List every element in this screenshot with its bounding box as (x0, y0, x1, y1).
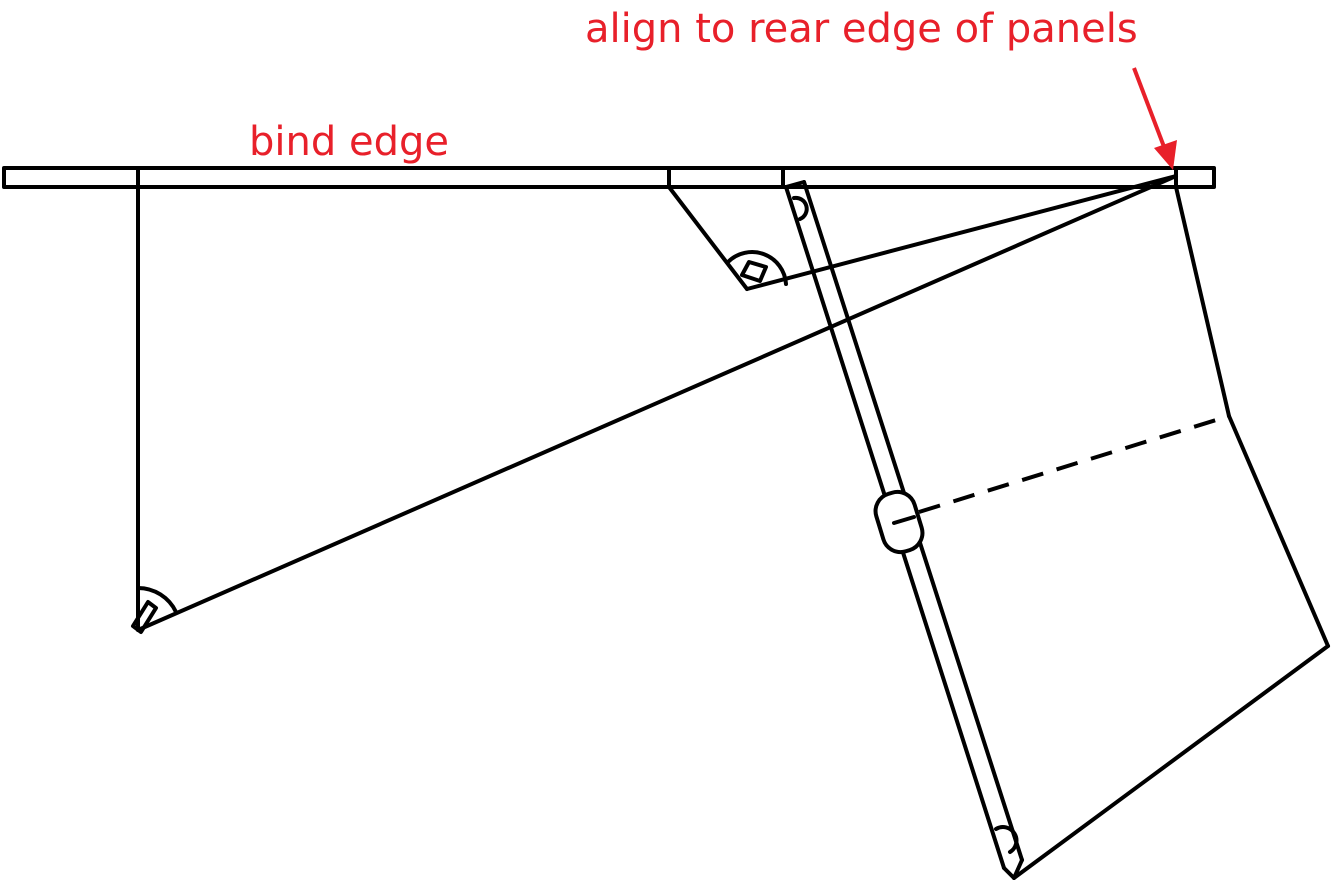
right-angle-arc-mid (726, 250, 788, 286)
panel-fold-dashed-line (918, 414, 1230, 514)
bind-edge-label: bind edge (249, 119, 449, 165)
align-note-arrowhead (1154, 140, 1177, 170)
panel-bottom-edge (1012, 644, 1330, 880)
hinge-center-line (892, 515, 916, 525)
long-diagonal-line (136, 174, 1178, 632)
panel-strip-top-cap (784, 180, 806, 189)
right-angle-square-left (131, 600, 158, 634)
align-note-label: align to rear edge of panels (585, 6, 1138, 52)
right-angle-square-mid (740, 260, 768, 283)
strip-arc-bottom (994, 825, 1019, 854)
strip-arc-top (792, 195, 809, 221)
panel-right-edge-lower (1227, 414, 1330, 648)
right-angle-arc-left (136, 585, 178, 614)
panel-right-edge-upper (1174, 185, 1231, 418)
align-note-arrow-shaft (1132, 67, 1168, 153)
mid-fold-line (667, 185, 749, 291)
mid-diagonal-line (745, 174, 1178, 291)
bind-edge-bar (2, 166, 1216, 189)
